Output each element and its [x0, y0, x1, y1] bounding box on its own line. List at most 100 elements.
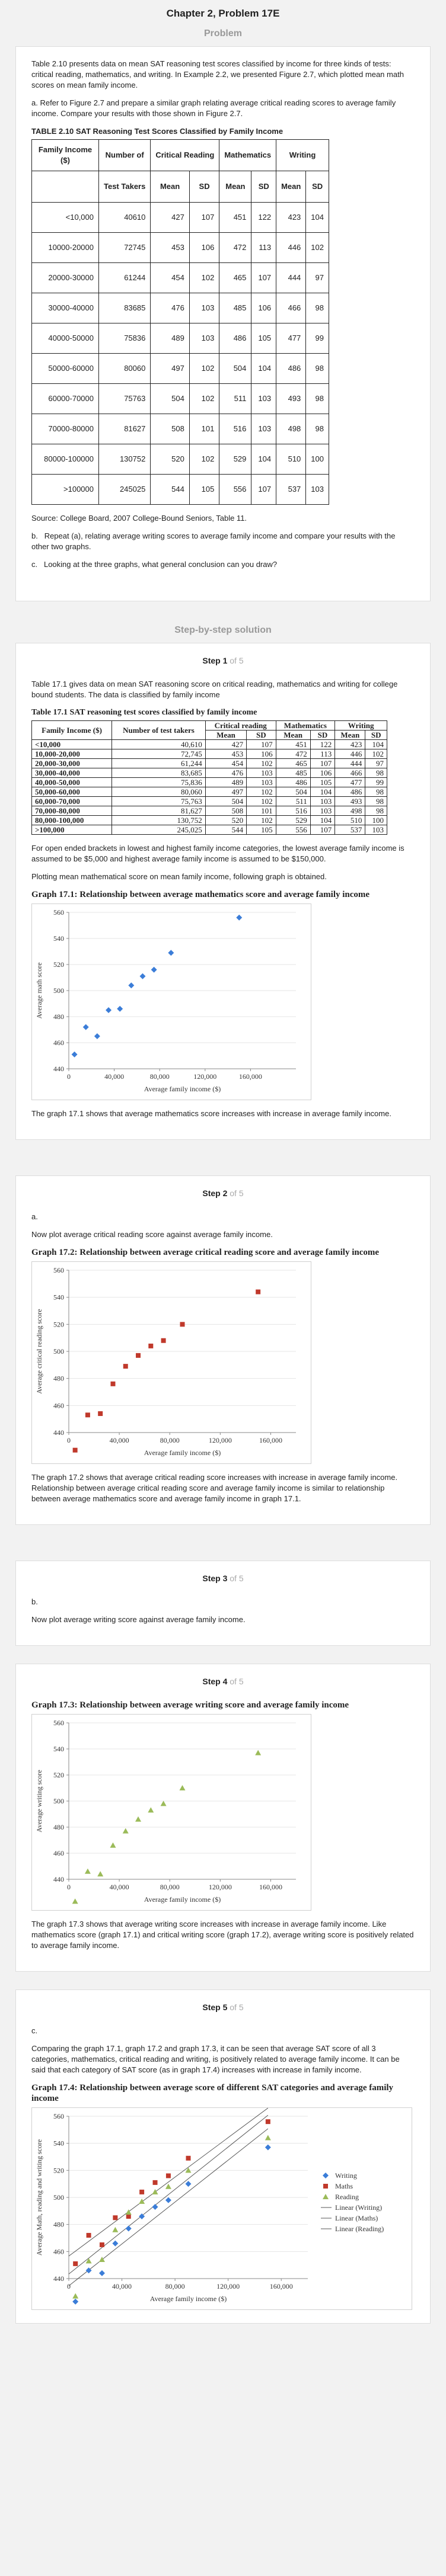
table-cell: 485	[275, 768, 311, 778]
legend-marker	[323, 2194, 329, 2199]
table-row: 30000-40000 83685 476 103 485 106 466 98	[31, 293, 329, 323]
data-point	[161, 1338, 166, 1343]
part-label: c.	[31, 560, 38, 569]
part-label: b.	[31, 1597, 38, 1606]
table-cell: 40,000-50,000	[31, 777, 113, 787]
table-cell: 504	[205, 796, 247, 806]
data-point	[99, 2242, 104, 2247]
y-tick-label: 440	[53, 1428, 64, 1437]
table-cell: 102	[246, 758, 276, 768]
table-cell: 103	[246, 768, 276, 778]
table-header: SD	[305, 171, 329, 203]
table-cell: 83,685	[112, 768, 206, 778]
legend-marker	[323, 2173, 329, 2178]
table-cell: 446	[276, 232, 307, 263]
table-cell: 101	[189, 414, 220, 444]
table-cell: 98	[365, 768, 387, 778]
table-cell: 130,752	[112, 815, 206, 825]
table-row: 60000-70000 75763 504 102 511 103 493 98	[31, 383, 329, 414]
table-header: Mean	[275, 730, 311, 740]
part-label: b.	[31, 531, 38, 540]
table-cell: 101	[246, 806, 276, 816]
data-point	[256, 1289, 261, 1295]
table-cell: 98	[305, 353, 329, 384]
step-total: of 5	[230, 2003, 244, 2012]
table-cell: 122	[251, 202, 277, 233]
table-cell: 61,244	[112, 758, 206, 768]
table-cell: 454	[150, 262, 190, 293]
table-cell: 102	[246, 815, 276, 825]
table-header: Mean	[276, 171, 307, 203]
table-cell: 60,000-70,000	[31, 796, 113, 806]
data-point	[152, 2189, 158, 2194]
step-total: of 5	[230, 1677, 244, 1686]
table-cell: 99	[365, 777, 387, 787]
table-row: 50000-60000 80060 497 102 504 104 486 98	[31, 353, 329, 384]
table-cell: 472	[219, 232, 252, 263]
data-point	[82, 1024, 89, 1030]
table-header: SD	[189, 171, 220, 203]
table-cell: 113	[251, 232, 277, 263]
data-point	[168, 950, 174, 956]
part-label: a.	[31, 1212, 38, 1221]
table-cell: 102	[246, 796, 276, 806]
data-point	[125, 2225, 132, 2232]
y-tick-label: 480	[53, 1374, 64, 1383]
table-cell: 493	[276, 383, 307, 414]
y-tick-label: 560	[53, 908, 64, 917]
section-heading: Step-by-step solution	[174, 625, 272, 635]
table-header: Mean	[150, 171, 190, 203]
x-tick-label: 40,000	[110, 1436, 129, 1444]
table-row: 20000-30000 61244 454 102 465 107 444 97	[31, 262, 329, 293]
y-tick-label: 500	[53, 986, 64, 995]
table-cell: 427	[150, 202, 190, 233]
table-cell: 72,745	[112, 749, 206, 759]
table-body: <10,000 40,610 427 107 451 122 423 104 10,000-20…	[31, 739, 387, 835]
table-cell: 75763	[98, 383, 151, 414]
data-point	[71, 1051, 78, 1058]
data-point	[180, 1322, 185, 1327]
data-point	[72, 2293, 79, 2299]
table-cell: 423	[276, 202, 307, 233]
table-cell: 476	[205, 768, 247, 778]
step-number: Step 1	[202, 656, 228, 665]
paragraph: b. Repeat (a), relating average writing …	[31, 531, 415, 552]
table-cell: 105	[310, 777, 336, 787]
table-header	[31, 171, 99, 203]
data-point	[255, 1750, 262, 1755]
spacer	[0, 1543, 446, 1561]
table-row: >100,000 245,025 544 105 556 107 537 103	[31, 825, 387, 835]
data-point	[123, 1364, 128, 1369]
legend-label: Writing	[335, 2171, 357, 2180]
y-tick-label: 460	[53, 1401, 64, 1409]
data-point	[86, 2232, 91, 2238]
data-point	[139, 2198, 145, 2204]
paragraph: c. Looking at the three graphs, what gen…	[31, 559, 415, 570]
table-cell: 60000-70000	[31, 383, 99, 414]
y-tick-label: 440	[53, 2274, 64, 2283]
chart: 440 460 480 500 520 540 560 0 40,000 80,000 120,00…	[31, 903, 311, 1100]
table-row: 80000-100000 130752 520 102 529 104 510 100	[31, 444, 329, 475]
table-cell: 102	[189, 383, 220, 414]
paragraph: a. Refer to Figure 2.7 and prepare a sim…	[31, 98, 396, 118]
y-tick-label: 540	[53, 1745, 64, 1753]
y-tick-label: 480	[53, 1013, 64, 1021]
table-cell: 81,627	[112, 806, 206, 816]
table-cell: 465	[219, 262, 252, 293]
table-cell: 70,000-80,000	[31, 806, 113, 816]
table-cell: 516	[219, 414, 252, 444]
table-row: 20,000-30,000 61,244 454 102 465 107 444 97	[31, 758, 387, 768]
chart: 440 460 480 500 520 540 560 0 40,000 80,000 120,00…	[31, 1261, 311, 1464]
step-label: Step 4 of 5	[31, 1676, 415, 1687]
table-row: 30,000-40,000 83,685 476 103 485 106 466 98	[31, 768, 387, 778]
table-cell: 102	[189, 262, 220, 293]
table-cell: 99	[305, 323, 329, 354]
table-cell: 104	[310, 815, 336, 825]
table-header: Critical reading	[205, 720, 276, 730]
table-cell: 476	[150, 293, 190, 323]
table-header: Mathematics	[219, 139, 277, 171]
table-cell: 510	[276, 444, 307, 475]
table-cell: 102	[189, 444, 220, 475]
table-cell: 75,836	[112, 777, 206, 787]
